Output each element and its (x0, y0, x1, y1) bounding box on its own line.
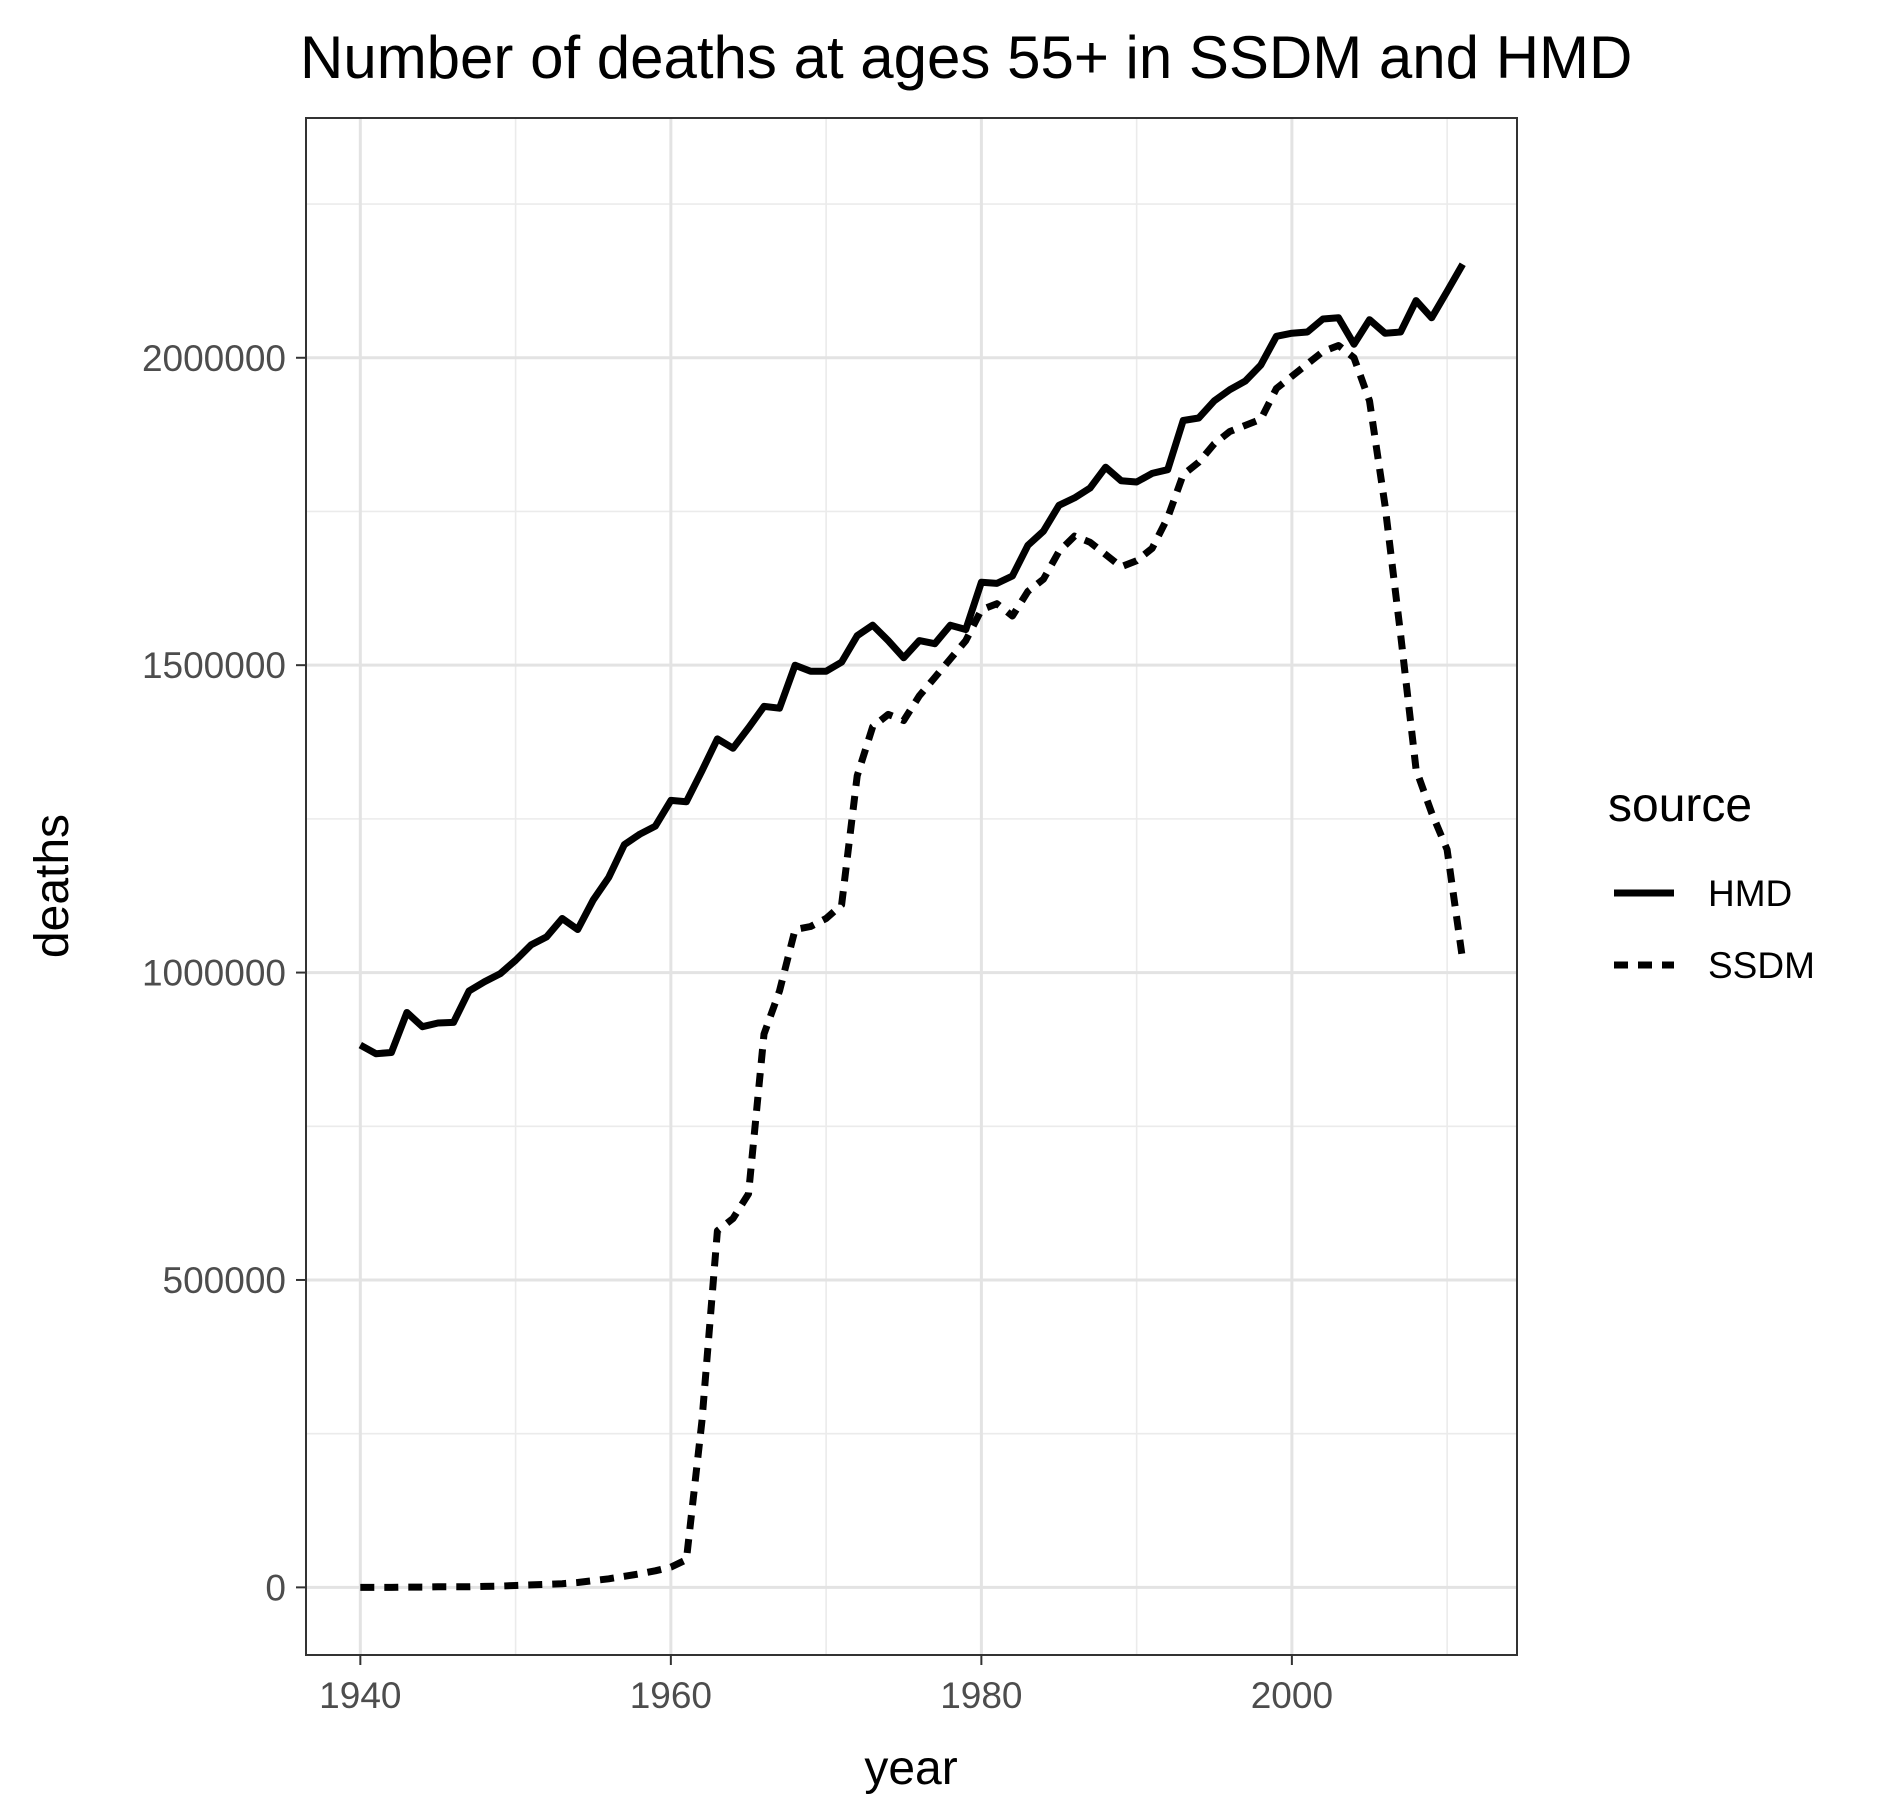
plot-panel (306, 118, 1517, 1655)
y-axis-title: deaths (26, 814, 79, 958)
series-line-ssdm (360, 342, 1467, 1591)
plot-border (305, 117, 1518, 1656)
legend: source HMD SSDM (1608, 779, 1815, 986)
series-lines (358, 262, 1467, 1591)
y-tick-label: 1500000 (142, 645, 286, 686)
x-tick-label: 1980 (940, 1675, 1022, 1716)
x-axis-title: year (864, 1742, 957, 1795)
y-tick-label: 2000000 (142, 338, 286, 379)
x-tick-label: 1960 (630, 1675, 712, 1716)
x-tick-label: 1940 (319, 1675, 401, 1716)
series-line-hmd (358, 262, 1466, 1058)
x-tick-label: 2000 (1251, 1675, 1333, 1716)
y-tick-label: 500000 (163, 1260, 286, 1301)
grid-lines (306, 118, 1517, 1655)
chart-title: Number of deaths at ages 55+ in SSDM and… (300, 24, 1632, 91)
legend-label-ssdm: SSDM (1708, 945, 1815, 986)
y-tick-label: 1000000 (142, 953, 286, 994)
y-tick-label: 0 (265, 1567, 286, 1608)
legend-title: source (1608, 779, 1752, 832)
axes: 1940 1960 1980 2000 0 500000 1000000 1500000 200… (142, 338, 1333, 1716)
legend-label-hmd: HMD (1708, 873, 1792, 914)
